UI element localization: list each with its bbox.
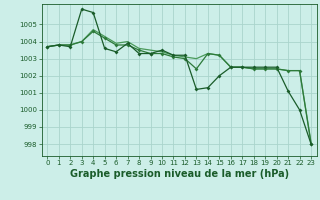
X-axis label: Graphe pression niveau de la mer (hPa): Graphe pression niveau de la mer (hPa) (70, 169, 289, 179)
